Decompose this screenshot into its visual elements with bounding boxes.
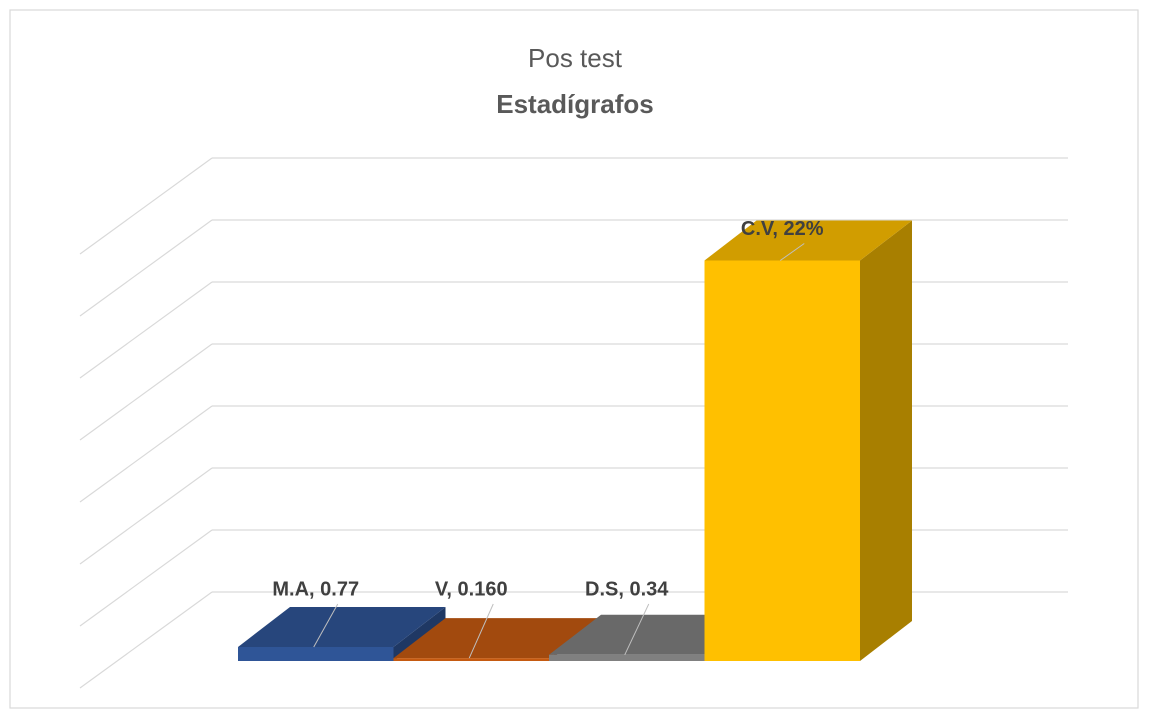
data-label: M.A, 0.77 (272, 578, 359, 600)
leader-line (313, 603, 339, 648)
bar-front (704, 260, 860, 661)
bar-front (393, 658, 549, 661)
bar (238, 606, 446, 661)
data-label: C.V, 22% (741, 218, 824, 240)
data-label: D.S, 0.34 (585, 578, 669, 600)
leader-line (624, 603, 650, 656)
side-grid-line (79, 529, 213, 627)
side-grid-line (79, 219, 213, 317)
side-grid-line (79, 467, 213, 565)
bar-front (549, 654, 705, 661)
side-grid-line (79, 281, 213, 379)
side-grid-line (79, 591, 213, 689)
data-label: V, 0.160 (435, 578, 508, 600)
chart-subtitle: Estadígrafos (496, 89, 654, 119)
side-grid-line (79, 157, 213, 255)
chart-title: Pos test (528, 43, 623, 73)
side-grid-line (79, 343, 213, 441)
leader-line (468, 603, 494, 659)
bar-top (704, 220, 912, 261)
bar-side (393, 606, 446, 661)
side-grid-line (79, 405, 213, 503)
bar (704, 220, 912, 662)
bar-top (393, 618, 601, 659)
bar-side (860, 220, 912, 662)
leader-line (779, 243, 805, 261)
bar-top (238, 606, 446, 647)
bar-front (238, 646, 394, 661)
